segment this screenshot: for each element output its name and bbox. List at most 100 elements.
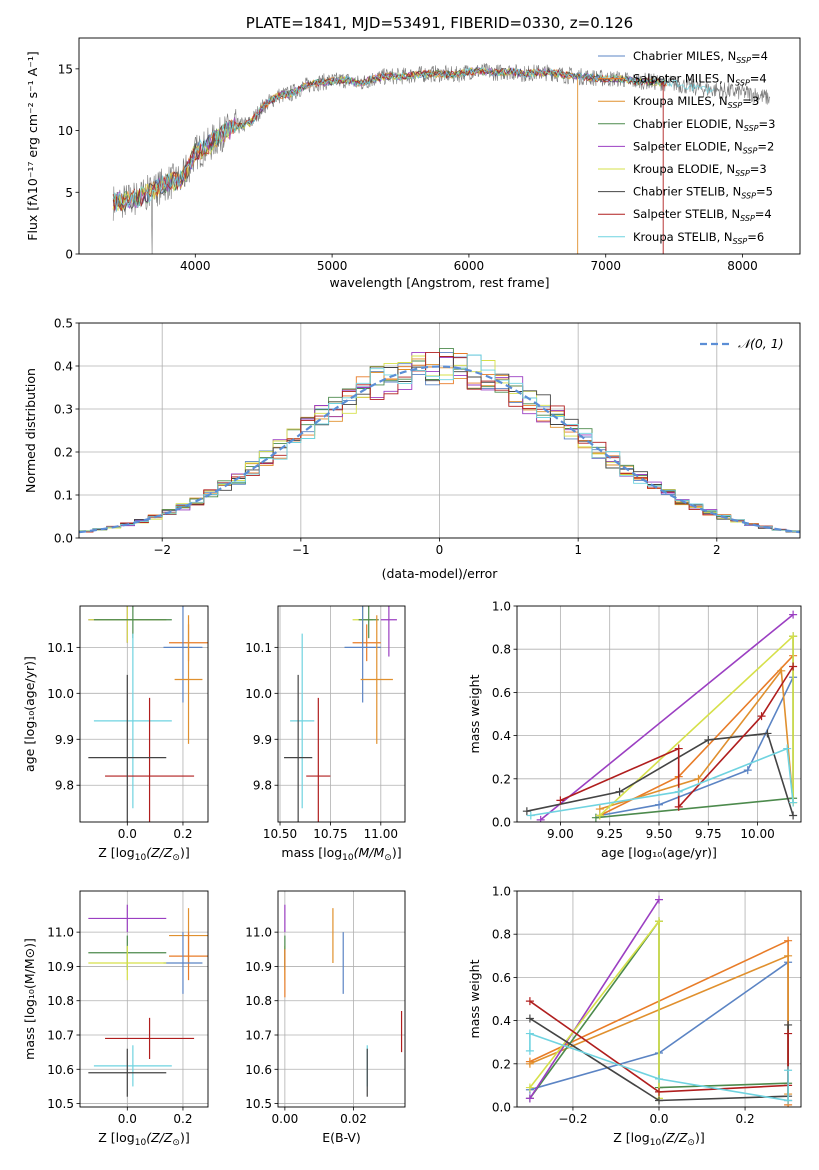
residuals-ytick-label: 0.2 [54,446,73,460]
weight-Z-point-marker [525,1083,534,1092]
legend-label-sub: SSP [736,56,751,65]
legend-label-eq: =2 [757,139,774,153]
weight-Z-xlabel: Z [log10(Z/Z⊙)] [613,1130,704,1148]
weight-Z-point-marker [784,1096,793,1105]
mass-Z-xlabel-part: (Z/Z [146,1130,173,1145]
legend-label: Chabrier STELIB, NSSP=5 [633,185,773,201]
mass-ebv-panel: 0.00 0.02 10.5 10.6 10.7 10.8 10.9 11.0 E(B-V) [245,890,406,1145]
age-Z-xlabel: Z [log10(Z/Z⊙)] [98,845,189,863]
weight-Z-point-marker [525,1029,534,1038]
age-Z-xtick-label: 0.2 [173,827,192,841]
weight-age-series-line [530,747,794,817]
age-Z-xtick-label: 0.0 [118,827,137,841]
age-mass-xlabel-part: (M/M [354,845,385,860]
weight-Z-ytick-label: 1.0 [492,885,511,899]
spectrum-xtick-label: 8000 [727,259,758,273]
age-mass-ytick-label: 9.9 [253,733,272,747]
spectrum-ytick-label: 5 [65,186,73,200]
weight-Z-point-marker [784,1020,793,1029]
age-mass-ytick-label: 10.0 [245,687,272,701]
gaussian-curve [79,365,800,534]
age-mass-xtick-label: 11.00 [364,827,398,841]
weight-age-series-line [599,676,794,817]
weight-age-point-marker [789,610,798,619]
weight-Z-point-marker [655,917,663,926]
age-mass-plot-area [278,606,405,822]
age-Z-ytick-label: 10.0 [47,687,74,701]
weight-Z-ytick-label: 0.6 [492,971,511,985]
weight-Z-point-marker [784,1029,793,1038]
mass-Z-ytick-label: 10.9 [47,960,74,974]
residuals-xtick-label: −2 [153,543,171,557]
weight-Z-xlabel-part: 10 [650,1138,662,1148]
weight-Z-xtick-label: −0.2 [558,1112,587,1126]
spectrum-ylabel: Flux [fλ10⁻¹⁷ erg cm⁻² s⁻¹ A⁻¹] [25,51,40,240]
mass-ebv-xtick-label: 0.00 [272,1112,299,1126]
mass-Z-ytick-label: 11.0 [47,926,74,940]
weight-Z-xlabel-part: )] [695,1130,705,1145]
weight-age-series-line [526,732,794,816]
residuals-xtick-label: 1 [574,543,582,557]
weight-age-point-marker [783,744,792,753]
weight-Z-xtick-label: 0.2 [736,1112,755,1126]
legend-label-eq: =3 [750,162,767,176]
weight-age-panel: 9.00 9.25 9.50 9.75 10.00 0.0 0.2 0.4 0.6 0.8 1.0 a… [467,600,802,860]
weight-age-frame [516,605,802,823]
legend-label-sub: SSP [741,192,756,201]
spectrum-model-line [112,67,667,213]
age-Z-xlabel-part: ⊙ [172,853,180,863]
weight-age-ytick-label: 0.2 [492,772,511,786]
mass-Z-xlabel-part: )] [180,1130,190,1145]
weight-Z-point-marker [784,936,793,945]
legend-label-name: Salpeter ELODIE, N [633,139,743,153]
mass-Z-ytick-label: 10.5 [47,1097,74,1111]
legend-label-eq: =3 [742,94,759,108]
residuals-frame [78,322,801,539]
weight-age-point-marker [743,766,752,775]
age-mass-xtick-label: 10.50 [263,827,297,841]
age-Z-ytick-label: 9.8 [55,779,74,793]
weight-age-point-marker [655,800,663,809]
legend-label-name: Kroupa STELIB, N [633,230,733,244]
legend-label: Chabrier ELODIE, NSSP=3 [633,117,775,133]
legend-label-sub: SSP [733,237,748,246]
weight-age-point-marker [674,787,683,796]
legend-label-sub: SSP [735,79,750,88]
spectrum-observed-line [112,62,771,254]
mass-Z-xtick-label: 0.2 [173,1112,192,1126]
legend-label-eq: =5 [756,185,773,199]
weight-Z-series-line [529,1000,789,1093]
weight-age-xtick-label: 9.25 [596,827,623,841]
residuals-ytick-label: 0.1 [54,489,73,503]
legend-label-name: Salpeter STELIB, N [633,207,740,221]
weight-age-xlabel: age [log₁₀(age/yr)] [601,845,717,860]
spectrum-xlabel: wavelength [Angstrom, rest frame] [329,275,549,290]
age-mass-ytick-label: 10.1 [245,641,272,655]
mass-Z-plot-area [80,891,208,1107]
weight-age-ytick-label: 0.6 [492,686,511,700]
weight-age-xtick-label: 9.00 [547,827,574,841]
spectrum-ytick-label: 10 [58,124,73,138]
residuals-plot-area [79,323,800,538]
mass-Z-xlabel-part: ⊙ [172,1138,180,1148]
weight-age-point-marker [704,735,713,744]
spectrum-title: PLATE=1841, MJD=53491, FIBERID=0330, z=0… [246,14,633,32]
weight-age-ytick-label: 1.0 [492,600,511,614]
mass-Z-ytick-label: 10.8 [47,994,74,1008]
legend-label-name: Kroupa ELODIE, N [633,162,735,176]
spectrum-xtick-label: 4000 [180,259,211,273]
mass-ebv-xlabel: E(B-V) [322,1130,361,1145]
age-Z-ytick-label: 9.9 [55,733,74,747]
weight-age-ylabel: mass weight [467,674,482,753]
legend-label-name: Kroupa MILES, N [633,94,728,108]
mass-ebv-ytick-label: 10.7 [245,1029,272,1043]
weight-age-series-line [599,668,794,810]
weight-age-ytick-label: 0.0 [492,816,511,830]
legend-label-name: Salpeter MILES, N [633,72,735,86]
spectrum-model-line [112,67,667,208]
weight-age-point-marker [615,787,624,796]
weight-Z-point-marker [525,1046,534,1055]
weight-age-point-marker [694,774,703,783]
age-mass-ytick-label: 9.8 [253,779,272,793]
